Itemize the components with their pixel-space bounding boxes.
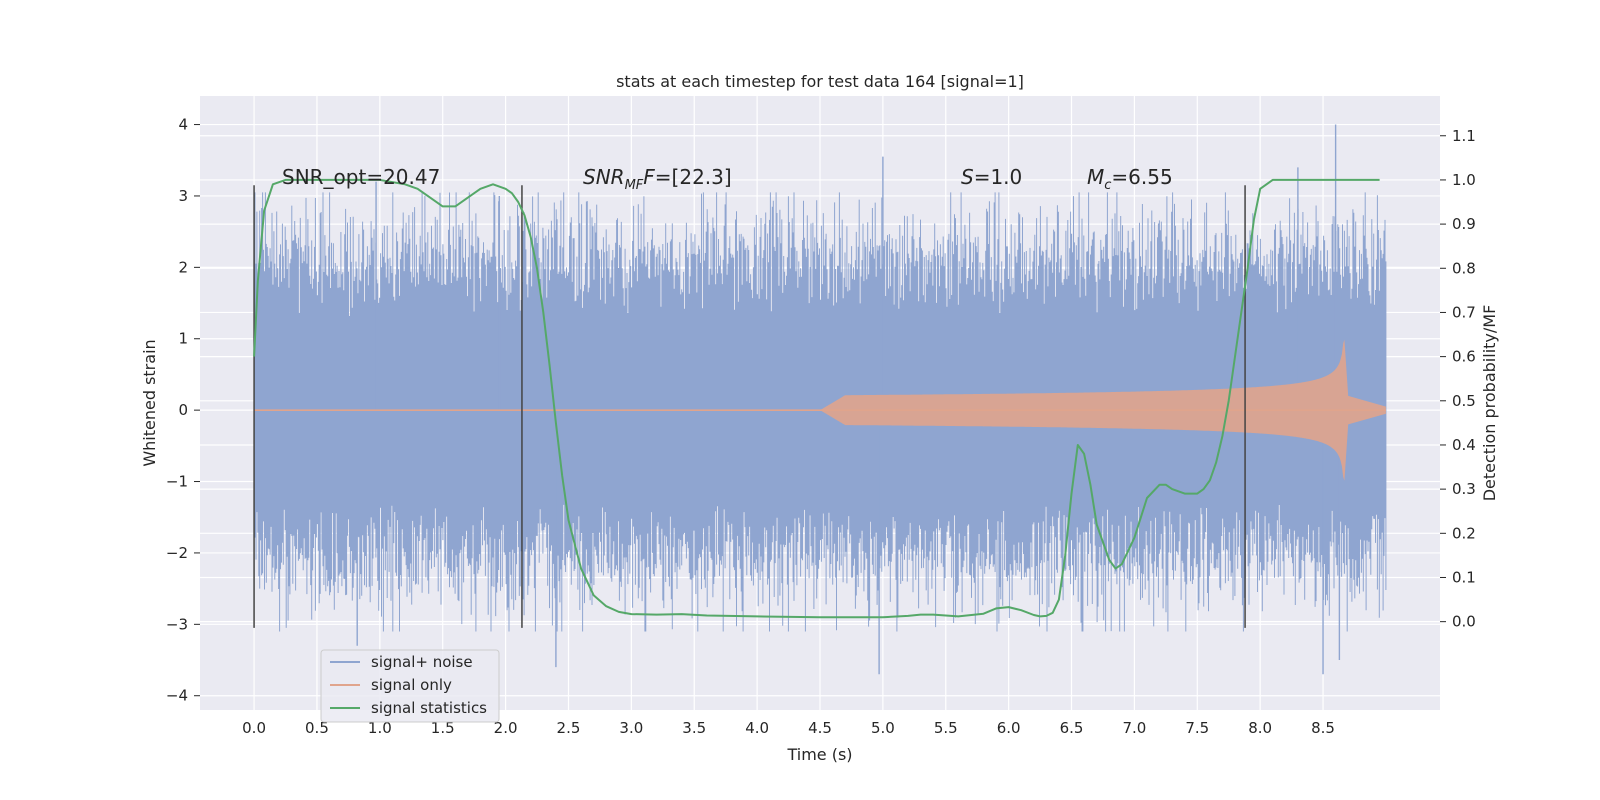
y-tick-label: 2	[178, 258, 188, 276]
x-axis-ticks: 0.0 0.5 1.0 1.5 2.0 2.5 3.0 3.5 4.0 4.5 5.0 5.5 6.0 6…	[242, 719, 1335, 737]
y2-tick-label: 0.0	[1452, 613, 1476, 631]
vertical-markers	[253, 185, 1246, 628]
s-value: =1.0	[974, 165, 1023, 189]
s-main: S	[961, 165, 974, 189]
y-tick-label: 4	[178, 116, 188, 134]
snr-opt-annotation: SNR_opt=20.47	[282, 165, 440, 189]
x-tick-label: 7.5	[1185, 719, 1209, 737]
y2-tick-label: 0.9	[1452, 215, 1476, 233]
s-annotation: S=1.0	[961, 165, 1022, 189]
mc-sub: c	[1104, 178, 1111, 193]
y-axis-ticks: 4 3 2 1 0 −1 −2 −3 −4	[166, 116, 200, 705]
y2-axis-label: Detection probability/MF	[1480, 305, 1499, 502]
x-tick-label: 4.0	[745, 719, 769, 737]
y-tick-label: −1	[166, 473, 188, 491]
snr-mf-sub: MF	[625, 178, 644, 193]
legend-box	[320, 649, 500, 723]
legend-label-signal-statistics: signal statistics	[371, 699, 487, 717]
chart-title: stats at each timestep for test data 164…	[616, 72, 1024, 91]
legend: signal+ noise signal only signal statist…	[320, 649, 500, 723]
x-tick-label: 8.0	[1248, 719, 1272, 737]
mc-annotation: Mc=6.55	[1087, 165, 1173, 193]
legend-label-signal-noise: signal+ noise	[371, 653, 473, 671]
x-tick-label: 7.0	[1122, 719, 1146, 737]
y-tick-label: −3	[166, 615, 188, 633]
x-tick-label: 6.5	[1060, 719, 1084, 737]
y-axis-label: Whitened strain	[140, 339, 159, 466]
x-tick-label: 8.5	[1311, 719, 1335, 737]
y2-tick-label: 0.1	[1452, 568, 1476, 586]
x-tick-label: 3.0	[619, 719, 643, 737]
snr-mf-main: SNR	[583, 165, 625, 189]
x-tick-label: 5.5	[934, 719, 958, 737]
x-tick-label: 2.5	[557, 719, 581, 737]
y-tick-label: 0	[178, 401, 188, 419]
y2-tick-label: 0.6	[1452, 348, 1476, 366]
signal-only-series	[254, 339, 1386, 481]
x-tick-label: 0.5	[305, 719, 329, 737]
x-tick-label: 3.5	[682, 719, 706, 737]
y2-tick-label: 0.3	[1452, 480, 1476, 498]
signal-statistics-series	[253, 178, 1380, 619]
y2-tick-label: 0.8	[1452, 259, 1476, 277]
legend-label-signal-only: signal only	[371, 676, 452, 694]
x-axis-label: Time (s)	[786, 745, 852, 764]
y2-axis-ticks: 1.1 1.0 0.9 0.8 0.7 0.6 0.5 0.4 0.3 0.2 0.1 0.0	[1440, 127, 1476, 631]
y2-tick-label: 0.5	[1452, 392, 1476, 410]
y2-tick-label: 0.7	[1452, 303, 1476, 321]
y-tick-label: 3	[178, 187, 188, 205]
y-tick-label: −4	[166, 687, 188, 705]
y2-tick-label: 0.2	[1452, 524, 1476, 542]
x-tick-label: 4.5	[808, 719, 832, 737]
snr-mf-value: =[22.3]	[655, 165, 732, 189]
mc-main: M	[1087, 165, 1104, 189]
y2-tick-label: 1.0	[1452, 171, 1476, 189]
mc-value: =6.55	[1111, 165, 1172, 189]
signal-statistics-line	[253, 178, 1380, 619]
x-tick-label: 1.0	[368, 719, 392, 737]
snr-mf-annotation: SNRMFF=[22.3]	[583, 165, 732, 193]
y2-tick-label: 1.1	[1452, 127, 1476, 145]
x-tick-label: 6.0	[997, 719, 1021, 737]
y-tick-label: −2	[166, 544, 188, 562]
x-tick-label: 5.0	[871, 719, 895, 737]
x-tick-label: 0.0	[242, 719, 266, 737]
x-tick-label: 2.0	[494, 719, 518, 737]
y2-tick-label: 0.4	[1452, 436, 1476, 454]
x-tick-label: 1.5	[431, 719, 455, 737]
snr-mf-f: F	[643, 165, 655, 189]
y-tick-label: 1	[178, 330, 188, 348]
